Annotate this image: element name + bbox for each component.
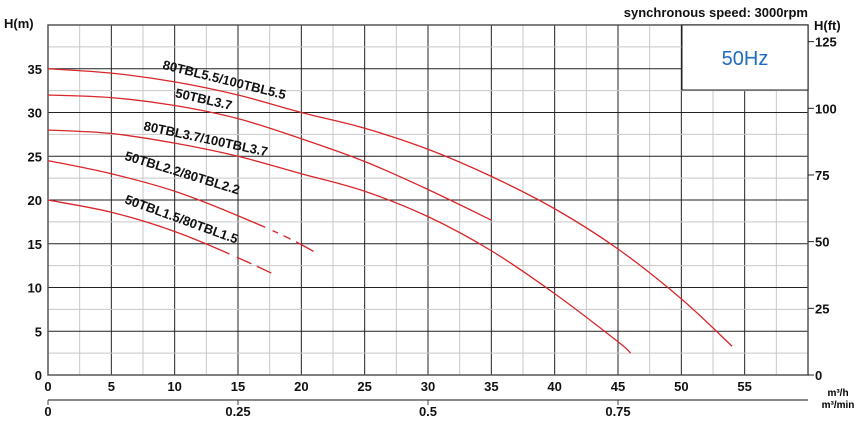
x-tick-label: 45: [611, 379, 625, 394]
y-tick-label: 20: [28, 193, 42, 208]
x-tick-label: 50: [674, 379, 688, 394]
y-tick-label: 5: [35, 324, 42, 339]
frequency-box: [681, 24, 809, 91]
performance-curve: [47, 199, 416, 347]
x-tick-label: 25: [357, 379, 371, 394]
curve-label: 50TBL2.2/80TBL2.2: [123, 148, 241, 197]
x2-tick-label: 0: [44, 404, 51, 419]
y-tick-label: 15: [28, 237, 42, 252]
y2-tick-label: 0: [815, 368, 822, 383]
curve-label: 50TBL3.7: [174, 85, 234, 113]
y-tick-label: 35: [28, 62, 42, 77]
chart-subtitle: synchronous speed: 3000rpm: [624, 5, 808, 20]
y2-axis-label: H(ft): [814, 18, 841, 33]
curve-labels: 80TBL5.5/100TBL5.550TBL3.780TBL3.7/100TB…: [123, 57, 288, 246]
y-axis-label: H(m): [4, 16, 34, 31]
y-tick-label: 10: [28, 281, 42, 296]
x2-tick-label: 0.25: [225, 404, 250, 419]
y2-tick-label: 75: [815, 168, 829, 183]
x-tick-label: 15: [231, 379, 245, 394]
y2-tick-label: 125: [815, 35, 837, 50]
performance-curve: [47, 94, 492, 221]
x-tick-label: 35: [484, 379, 498, 394]
x-tick-label: 40: [547, 379, 561, 394]
x-tick-label: 55: [737, 379, 751, 394]
x-tick-label: 0: [44, 379, 51, 394]
y2-tick-label: 100: [815, 101, 837, 116]
x-tick-label: 10: [167, 379, 181, 394]
performance-curve: [47, 68, 733, 347]
y-tick-label: 30: [28, 106, 42, 121]
axes: 0 5 10 15 20 25 30 35 40 45 50 55 0 5 10 15 20 25 30 35 0 25 5…: [28, 24, 837, 419]
x2-tick-label: 0.75: [605, 404, 630, 419]
y-tick-label: 0: [35, 368, 42, 383]
y-tick-label: 25: [28, 149, 42, 164]
y2-tick-label: 50: [815, 235, 829, 250]
performance-curve: [47, 129, 632, 354]
x2-axis-label: m³/min: [822, 400, 855, 411]
performance-curve: [47, 159, 454, 343]
grid: [48, 25, 808, 375]
x-tick-label: 30: [421, 379, 435, 394]
curves: [47, 68, 733, 354]
x-tick-label: 5: [108, 379, 115, 394]
curve-label: 80TBL3.7/100TBL3.7: [142, 118, 269, 159]
frequency-badge: 50Hz: [722, 48, 769, 70]
x-axis-label: m³/h: [827, 388, 848, 399]
x2-tick-label: 0.5: [419, 404, 437, 419]
x-tick-label: 20: [294, 379, 308, 394]
y2-tick-label: 25: [815, 301, 829, 316]
